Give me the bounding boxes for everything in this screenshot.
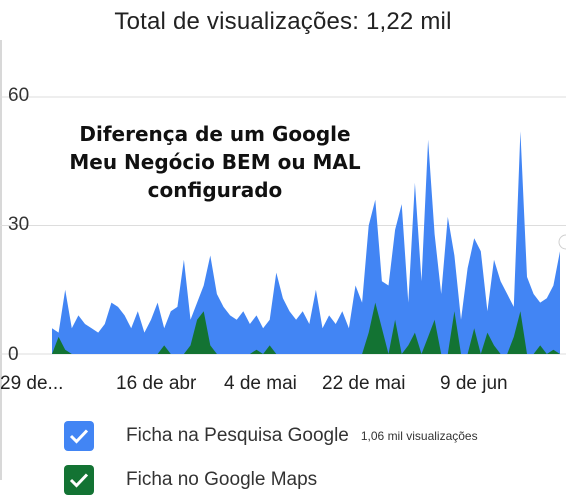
views-chart-svg — [0, 96, 566, 355]
y-tick-label: 60 — [8, 85, 30, 106]
legend-label: Ficha na Pesquisa Google — [126, 425, 349, 446]
legend-label: Ficha no Google Maps — [126, 469, 318, 490]
x-tick-label: 9 de jun — [440, 373, 508, 394]
x-tick-label: 16 de abr — [116, 373, 197, 394]
views-chart: 60 30 0 29 de... 16 de abr 4 de mai 22 d… — [0, 80, 566, 400]
y-tick-label: 30 — [8, 214, 30, 235]
legend-item-google-maps[interactable]: Ficha no Google Maps — [64, 464, 329, 496]
overlay-caption: Diferença de um Google Meu Negócio BEM o… — [69, 122, 361, 202]
checkmark-icon — [69, 429, 89, 444]
panel-left-border — [0, 40, 2, 480]
legend-checkbox[interactable] — [64, 421, 94, 451]
series-area-google-search — [52, 131, 560, 354]
y-tick-label: 0 — [8, 344, 19, 365]
chart-scroll-handle[interactable] — [558, 234, 566, 250]
legend-item-google-search[interactable]: Ficha na Pesquisa Google 1,06 mil visual… — [64, 420, 478, 452]
page-title: Total de visualizações: 1,22 mil — [114, 8, 452, 35]
series-area-google-maps — [52, 302, 560, 354]
x-tick-label: 29 de... — [0, 373, 64, 394]
legend-checkbox[interactable] — [64, 465, 94, 495]
x-tick-label: 4 de mai — [224, 373, 297, 394]
checkmark-icon — [69, 473, 89, 488]
legend-value: 1,06 mil visualizações — [360, 429, 478, 443]
x-tick-label: 22 de mai — [322, 373, 406, 394]
